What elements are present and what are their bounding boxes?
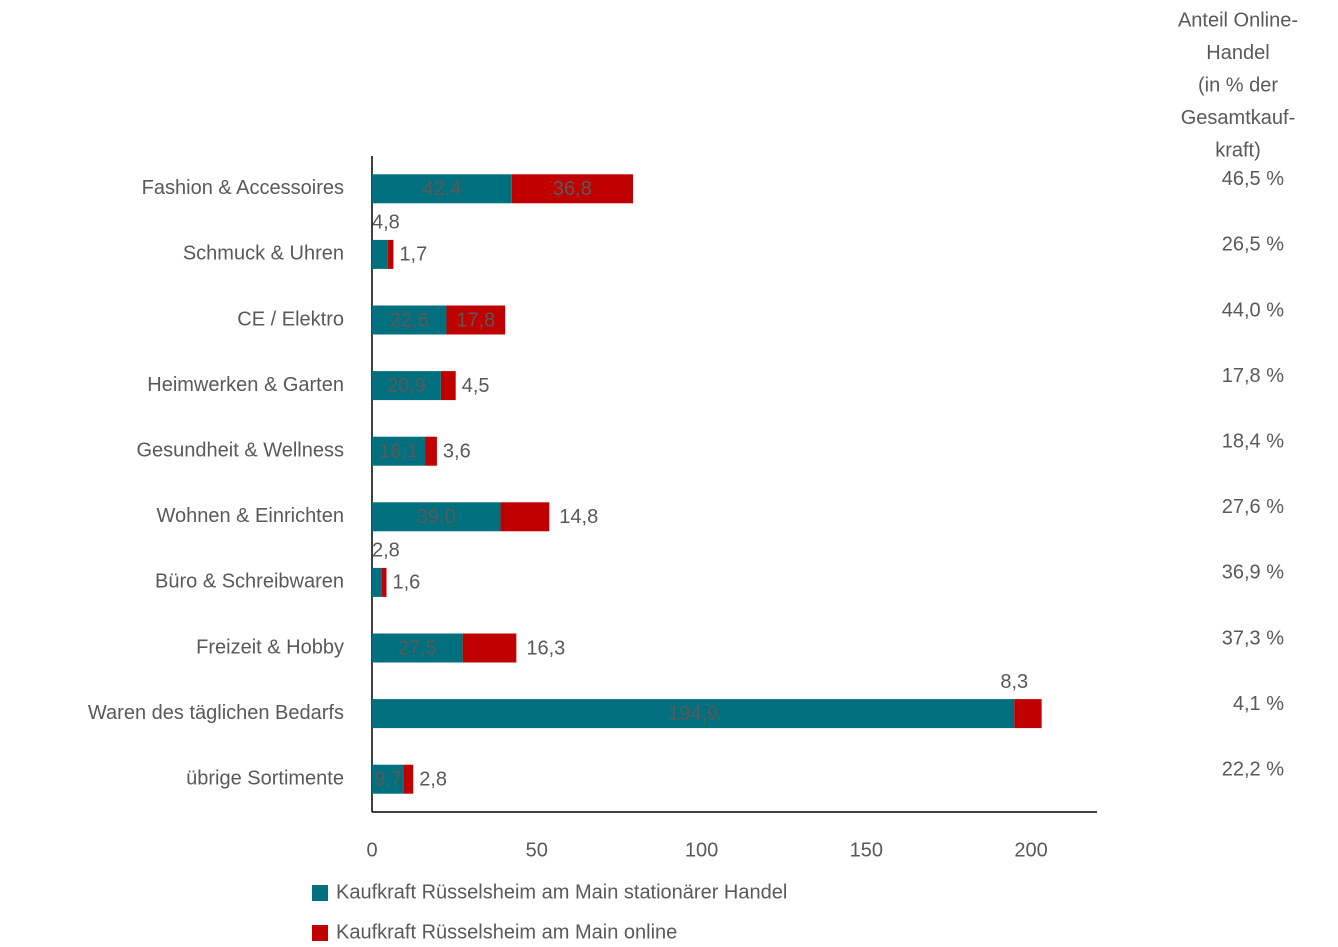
data-label: 3,6 xyxy=(443,440,471,462)
share-value: 37,3 % xyxy=(1222,627,1284,649)
category-label: Schmuck & Uhren xyxy=(183,243,344,265)
bar-segment xyxy=(372,699,1015,729)
share-value: 18,4 % xyxy=(1222,430,1284,452)
data-label: 8,3 xyxy=(1000,671,1028,693)
share-value: 44,0 % xyxy=(1222,299,1284,321)
data-label: 9,7 xyxy=(374,768,402,790)
data-label: 22,6 xyxy=(390,309,429,331)
share-value: 36,9 % xyxy=(1222,562,1284,584)
data-label: 42,4 xyxy=(422,178,461,200)
bar-segment xyxy=(462,633,517,663)
data-label: 4,5 xyxy=(462,375,490,397)
x-tick-label: 100 xyxy=(685,839,718,861)
x-tick-label: 0 xyxy=(366,839,377,861)
data-label: 2,8 xyxy=(372,540,400,562)
bar-segment xyxy=(440,371,456,401)
x-tick-label: 50 xyxy=(526,839,548,861)
bar-segment xyxy=(372,502,501,532)
share-value: 26,5 % xyxy=(1222,234,1284,256)
category-label: Heimwerken & Garten xyxy=(147,374,344,396)
data-label: 27,5 xyxy=(398,637,437,659)
category-label: übrige Sortimente xyxy=(186,767,344,789)
share-value: 17,8 % xyxy=(1222,365,1284,387)
share-header: kraft) xyxy=(1215,139,1261,161)
data-label: 20,9 xyxy=(387,375,426,397)
bar-segment xyxy=(372,371,441,401)
bar-segment xyxy=(387,239,394,269)
bar-segment xyxy=(372,174,512,204)
bar-segment xyxy=(446,305,506,335)
share-header: Handel xyxy=(1206,42,1269,64)
share-header: Gesamtkauf- xyxy=(1181,107,1295,129)
data-label: 4,8 xyxy=(372,212,400,234)
data-label: 194,9 xyxy=(668,703,718,725)
bar-segment xyxy=(372,239,388,269)
legend-label: Kaufkraft Rüsselsheim am Main stationäre… xyxy=(336,881,787,903)
category-label: Gesundheit & Wellness xyxy=(136,439,344,461)
category-label: Freizeit & Hobby xyxy=(196,636,344,658)
category-label: CE / Elektro xyxy=(237,308,344,330)
x-tick-label: 150 xyxy=(850,839,883,861)
data-label: 16,3 xyxy=(526,637,565,659)
share-value: 4,1 % xyxy=(1233,693,1284,715)
data-label: 16,1 xyxy=(379,440,418,462)
bar-segment xyxy=(372,305,447,335)
bar-segment xyxy=(500,502,550,532)
share-value: 27,6 % xyxy=(1222,496,1284,518)
share-value: 46,5 % xyxy=(1222,168,1284,190)
data-label: 1,7 xyxy=(399,244,427,266)
category-label: Büro & Schreibwaren xyxy=(155,571,344,593)
bar-segment xyxy=(1014,699,1042,729)
bar-segment xyxy=(372,436,426,466)
share-header: Anteil Online- xyxy=(1178,9,1298,31)
bar-segment xyxy=(511,174,633,204)
data-label: 39,0 xyxy=(417,506,456,528)
legend-label: Kaufkraft Rüsselsheim am Main online xyxy=(336,921,677,943)
category-label: Fashion & Accessoires xyxy=(142,177,344,199)
bar-segment xyxy=(403,764,414,794)
legend-swatch xyxy=(312,925,328,941)
x-tick-label: 200 xyxy=(1014,839,1047,861)
data-label: 2,8 xyxy=(419,768,447,790)
bar-segment xyxy=(372,567,382,597)
bar-segment xyxy=(381,567,387,597)
data-label: 14,8 xyxy=(559,506,598,528)
legend-swatch xyxy=(312,885,328,901)
bar-segment xyxy=(425,436,437,466)
share-value: 22,2 % xyxy=(1222,758,1284,780)
data-label: 1,6 xyxy=(393,572,421,594)
bar-segment xyxy=(372,633,463,663)
share-header: (in % der xyxy=(1198,74,1278,96)
category-label: Wohnen & Einrichten xyxy=(156,505,344,527)
category-label: Waren des täglichen Bedarfs xyxy=(88,702,344,724)
bar-segment xyxy=(372,764,404,794)
data-label: 17,8 xyxy=(456,309,495,331)
data-label: 36,8 xyxy=(553,178,592,200)
